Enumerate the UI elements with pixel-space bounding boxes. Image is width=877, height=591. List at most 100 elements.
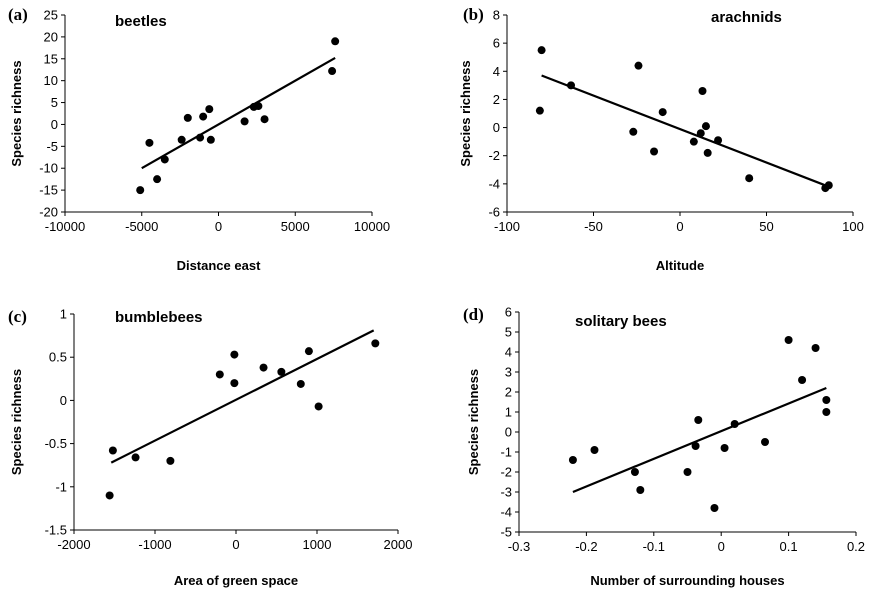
x-tick-label: 0 [718,539,725,554]
y-tick-label: 1 [505,405,512,420]
data-point [183,113,192,122]
data-point [720,444,729,452]
data-point [683,468,692,476]
data-point [166,456,175,465]
data-point [745,174,754,183]
x-tick-label: 1000 [303,537,332,552]
x-tick-label: 0 [215,219,222,234]
y-tick-label: 1 [60,307,67,322]
data-point [108,446,117,455]
y-tick-label: 0 [493,120,500,135]
data-point [696,129,705,138]
trend-line [572,386,827,494]
x-tick-label: -50 [584,219,603,234]
data-point [629,127,638,136]
data-point [215,370,224,379]
y-tick-label: 2 [493,92,500,107]
x-tick-label: -2000 [57,537,90,552]
y-tick-label: 10 [44,73,58,88]
y-tick-label: -1.5 [45,523,67,538]
x-tick-label: -100 [494,219,520,234]
x-axis-title: Distance east [177,258,261,273]
x-tick-label: 50 [759,219,773,234]
x-axis-title: Altitude [656,258,704,273]
y-axis-title: Species richness [458,60,473,166]
data-point [811,344,820,352]
data-point [199,112,208,121]
data-point [105,491,114,500]
y-tick-label: 8 [493,8,500,23]
y-tick-label: 0 [60,393,67,408]
data-point [206,135,215,144]
y-tick-label: -20 [39,205,58,220]
data-point [259,363,268,372]
panel-label: (d) [463,305,484,324]
y-tick-label: 0 [505,425,512,440]
data-point [304,347,313,356]
y-tick-label: -5 [500,525,512,540]
y-tick-label: -4 [488,176,500,191]
x-tick-label: -5000 [125,219,158,234]
x-tick-label: -0.3 [508,539,530,554]
data-point [658,108,667,117]
y-tick-label: -0.5 [45,436,67,451]
data-point [694,416,703,424]
data-point [822,408,831,416]
y-tick-label: 5 [51,95,58,110]
data-point [630,468,639,476]
x-tick-label: 100 [842,219,864,234]
y-tick-label: -15 [39,183,58,198]
data-point [824,181,833,190]
data-point [277,367,286,376]
x-tick-label: 0.1 [780,539,798,554]
y-tick-label: 20 [44,29,58,44]
data-point [145,138,154,147]
y-tick-label: 15 [44,51,58,66]
panel-beetles: -20 -15 -10 -5 0 5 10 15 20 25 -10000 -5000 0 5000 100… [8,5,390,273]
chart-title: arachnids [711,9,782,26]
y-tick-label: 4 [505,345,512,360]
y-tick-label: 6 [493,36,500,51]
y-tick-label: 6 [505,305,512,320]
panel-arachnids: -6 -4 -2 0 2 4 6 8 -100 -50 0 50 100 Altitude Species … [458,5,864,273]
panel-label: (a) [8,5,28,24]
trend-line [110,329,375,464]
x-tick-label: 0 [676,219,683,234]
y-tick-label: -2 [488,148,500,163]
data-point [296,379,305,388]
data-point [730,420,739,428]
x-tick-label: 5000 [281,219,310,234]
data-point [761,438,770,446]
x-tick-label: -0.2 [575,539,597,554]
data-point [691,442,700,450]
data-point [328,67,337,76]
data-point [703,148,712,157]
y-tick-label: 5 [505,325,512,340]
x-axis-title: Area of green space [174,573,298,588]
x-tick-label: -0.1 [643,539,665,554]
data-point [634,61,643,70]
data-point [205,105,214,114]
y-tick-label: -5 [46,139,58,154]
panel-label: (c) [8,307,27,326]
data-point [260,115,269,124]
y-axis-title: Species richness [9,60,24,166]
data-point [196,133,205,142]
y-tick-label: 0 [51,117,58,132]
x-tick-label: 10000 [354,219,390,234]
data-point [177,135,186,144]
x-tick-label: 0.2 [847,539,865,554]
data-point [568,456,577,464]
data-point [701,122,710,131]
data-point [230,350,239,359]
x-tick-label: 0 [232,537,239,552]
y-tick-label: 2 [505,385,512,400]
y-tick-label: -1 [500,445,512,460]
chart-title: beetles [115,13,167,30]
data-point [136,186,145,195]
data-point [590,446,599,454]
y-tick-label: -6 [488,205,500,220]
x-tick-label: -10000 [45,219,85,234]
x-tick-label: 2000 [384,537,413,552]
data-point [230,379,239,388]
